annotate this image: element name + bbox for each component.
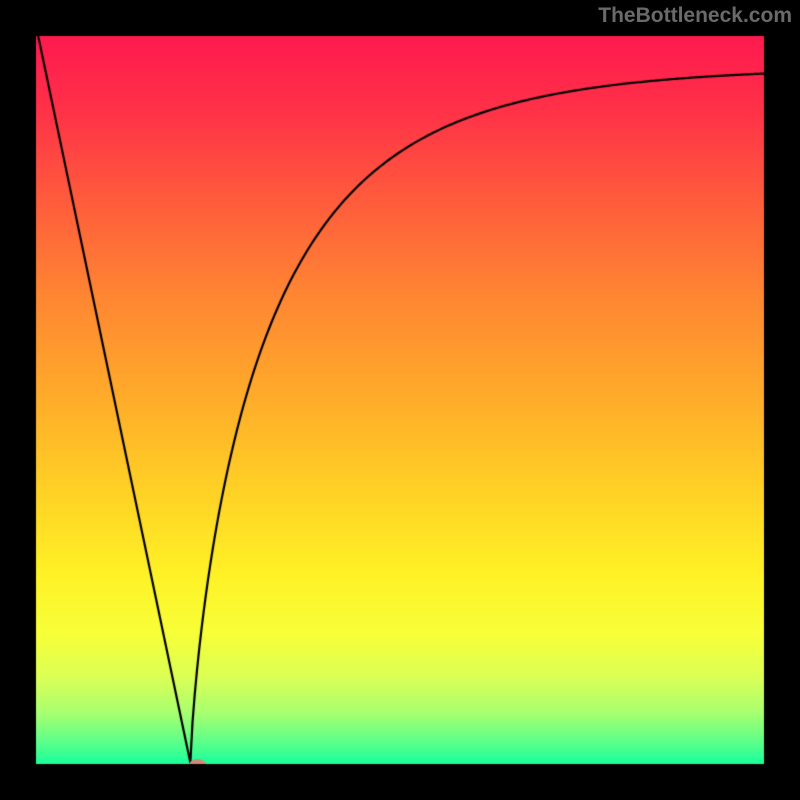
bottleneck-chart-canvas: [0, 0, 800, 800]
chart-stage: TheBottleneck.com: [0, 0, 800, 800]
